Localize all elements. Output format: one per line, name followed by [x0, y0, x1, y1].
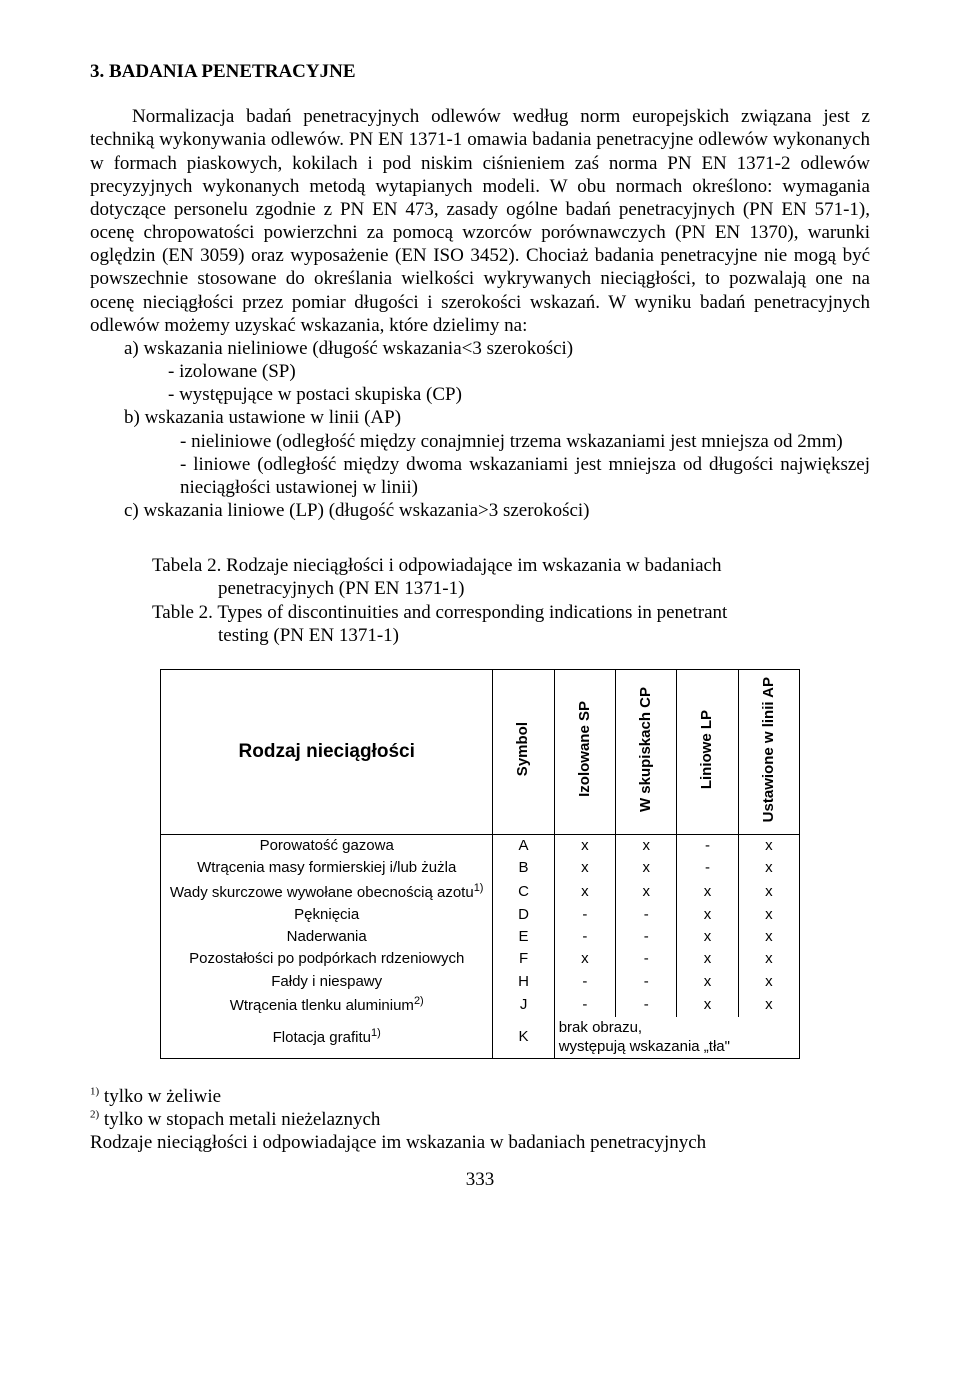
cell-label: Porowatość gazowa [161, 834, 493, 857]
list-item-a-sub2: - występujące w postaci skupiska (CP) [180, 383, 870, 406]
cell-label: Pozostałości po podpórkach rdzeniowych [161, 948, 493, 970]
cell-label: Pęknięcia [161, 904, 493, 926]
paragraph-after-table: Rodzaje nieciągłości i odpowiadające im … [90, 1131, 870, 1154]
col-header-lp: Liniowe LP [699, 710, 716, 789]
cell-sym: A [493, 834, 554, 857]
cell-cp: - [616, 971, 677, 993]
cell-lp: x [677, 904, 738, 926]
cell-sym: J [493, 993, 554, 1017]
table-row: Wtrącenia tlenku aluminium2) J - - x x [161, 993, 800, 1017]
footnote-1: 1) 1) tylko w żeliwietylko w żeliwie [104, 1085, 870, 1108]
cell-label: Wtrącenia masy formierskiej i/lub żużla [161, 857, 493, 879]
cell-cp: - [616, 926, 677, 948]
cell-sp: x [554, 834, 615, 857]
cell-lp: x [677, 993, 738, 1017]
col-header-ap: Ustawione w linii AP [761, 677, 778, 822]
cell-cp: - [616, 948, 677, 970]
list-block: a) wskazania nieliniowe (długość wskazan… [124, 337, 870, 522]
cell-merged: brak obrazu, występują wskazania „tła" [554, 1017, 799, 1058]
table-row: Naderwania E - - x x [161, 926, 800, 948]
cell-ap: x [738, 993, 799, 1017]
cell-sym: C [493, 880, 554, 904]
cell-sp: - [554, 904, 615, 926]
col-header-rodzaj: Rodzaj nieciągłości [239, 741, 415, 762]
cell-cp: - [616, 904, 677, 926]
cell-sp: - [554, 926, 615, 948]
table-caption: Tabela 2. Rodzaje nieciągłości i odpowia… [152, 554, 870, 647]
cell-ap: x [738, 904, 799, 926]
page-number: 333 [90, 1168, 870, 1191]
cell-sp: x [554, 857, 615, 879]
list-item-b-sub1: - nieliniowe (odległość między conajmnie… [180, 430, 870, 453]
cell-ap: x [738, 948, 799, 970]
col-header-symbol: Symbol [515, 722, 532, 776]
cell-label: Fałdy i niespawy [161, 971, 493, 993]
table-row: Pęknięcia D - - x x [161, 904, 800, 926]
cell-lp: - [677, 834, 738, 857]
discontinuity-table: Rodzaj nieciągłości Symbol Izolowane SP … [160, 669, 800, 1059]
list-item-c: c) wskazania liniowe (LP) (długość wskaz… [124, 499, 870, 522]
paragraph-main: Normalizacja badań penetracyjnych odlewó… [90, 105, 870, 337]
cell-ap: x [738, 880, 799, 904]
cell-sym: E [493, 926, 554, 948]
cell-ap: x [738, 971, 799, 993]
cell-sym: F [493, 948, 554, 970]
cell-sym: B [493, 857, 554, 879]
cell-label: Wtrącenia tlenku aluminium2) [161, 993, 493, 1017]
cell-label: Flotacja grafitu1) [161, 1017, 493, 1058]
cell-lp: x [677, 926, 738, 948]
cell-ap: x [738, 834, 799, 857]
cell-lp: x [677, 971, 738, 993]
caption-pl-line1: Tabela 2. Rodzaje nieciągłości i odpowia… [152, 554, 870, 577]
cell-sp: - [554, 971, 615, 993]
cell-cp: - [616, 993, 677, 1017]
footnote-2: 2) tylko w stopach metali nieżelaznych [104, 1108, 870, 1131]
cell-cp: x [616, 880, 677, 904]
cell-sp: x [554, 880, 615, 904]
section-heading: 3. BADANIA PENETRACYJNE [90, 60, 870, 83]
cell-ap: x [738, 926, 799, 948]
col-header-cp: W skupiskach CP [638, 687, 655, 812]
cell-lp: - [677, 857, 738, 879]
caption-en-line1: Table 2. Types of discontinuities and co… [152, 601, 870, 624]
cell-label: Naderwania [161, 926, 493, 948]
cell-cp: x [616, 834, 677, 857]
list-item-b-sub2: - liniowe (odległość między dwoma wskaza… [180, 453, 870, 499]
cell-lp: x [677, 880, 738, 904]
cell-label: Wady skurczowe wywołane obecnością azotu… [161, 880, 493, 904]
table-row: Wtrącenia masy formierskiej i/lub żużla … [161, 857, 800, 879]
cell-sp: x [554, 948, 615, 970]
table-footnotes: 1) 1) tylko w żeliwietylko w żeliwie 2) … [90, 1085, 870, 1131]
list-item-a-sub1: - izolowane (SP) [180, 360, 870, 383]
table-row: Pozostałości po podpórkach rdzeniowych F… [161, 948, 800, 970]
cell-sym: K [493, 1017, 554, 1058]
cell-lp: x [677, 948, 738, 970]
table-row-last: Flotacja grafitu1) K brak obrazu, występ… [161, 1017, 800, 1058]
list-item-b: b) wskazania ustawione w linii (AP) [124, 406, 870, 429]
cell-sym: D [493, 904, 554, 926]
table-row: Wady skurczowe wywołane obecnością azotu… [161, 880, 800, 904]
table-row: Fałdy i niespawy H - - x x [161, 971, 800, 993]
cell-sp: - [554, 993, 615, 1017]
cell-ap: x [738, 857, 799, 879]
table-row: Porowatość gazowa A x x - x [161, 834, 800, 857]
list-item-a: a) wskazania nieliniowe (długość wskazan… [124, 337, 870, 360]
caption-en-line2: testing (PN EN 1371-1) [152, 624, 870, 647]
cell-cp: x [616, 857, 677, 879]
col-header-sp: Izolowane SP [577, 701, 594, 797]
caption-pl-line2: penetracyjnych (PN EN 1371-1) [152, 577, 870, 600]
cell-sym: H [493, 971, 554, 993]
